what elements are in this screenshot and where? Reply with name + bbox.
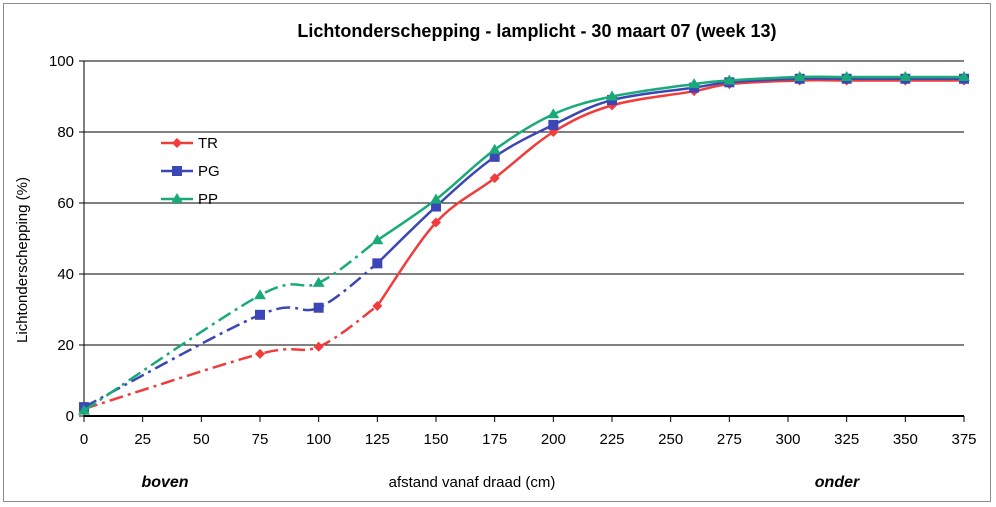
x-tick-label: 250 <box>658 431 683 448</box>
data-point-TR <box>313 341 324 352</box>
data-point-PP <box>488 143 501 154</box>
legend-marker <box>172 166 182 176</box>
series-line-dashed-PG <box>83 262 379 409</box>
legend-marker <box>171 193 183 203</box>
data-point-TR <box>489 173 500 184</box>
y-tick-label: 80 <box>57 124 74 141</box>
x-tick-label: 125 <box>365 431 390 448</box>
data-point-PP <box>371 234 384 245</box>
series-line-dashed-TR <box>83 304 379 411</box>
data-point-PP <box>899 70 912 81</box>
data-point-PP <box>430 193 442 204</box>
y-tick-label: 60 <box>57 195 74 212</box>
series-PP <box>78 70 970 415</box>
x-tick-label: 75 <box>252 431 269 448</box>
x-tick-label: 50 <box>193 431 210 448</box>
y-tick-label: 40 <box>57 266 74 283</box>
data-point-PG <box>489 151 500 162</box>
x-axis-label: afstand vanaf draad (cm) <box>389 474 556 491</box>
legend-label: PP <box>198 191 218 208</box>
y-axis-label: Lichtonderschepping (%) <box>14 177 31 343</box>
series-line-solid-TR <box>376 79 964 307</box>
data-point-PG <box>313 302 324 313</box>
series-group <box>78 70 970 415</box>
data-point-PP <box>723 74 736 85</box>
x-tick-labels: 0 25 50 75 100 125 150 175 200 225 250 275 300 325 350… <box>80 431 977 448</box>
y-tick-label: 0 <box>66 408 74 425</box>
grid-lines <box>84 60 964 346</box>
legend-item-PP: PP <box>161 191 218 208</box>
chart-frame <box>3 3 991 502</box>
y-tick-label: 20 <box>57 337 74 354</box>
data-point-PP <box>547 108 560 119</box>
series-line-solid-PP <box>376 75 964 242</box>
data-point-TR <box>431 217 441 228</box>
data-point-TR <box>372 300 383 311</box>
series-TR <box>79 75 969 414</box>
x-tick-label: 325 <box>834 431 859 448</box>
x-tick-label: 200 <box>541 431 566 448</box>
legend-item-TR: TR <box>161 135 218 152</box>
data-point-PP <box>78 404 90 415</box>
x-tick-label: 150 <box>423 431 448 448</box>
data-point-PP <box>254 289 266 300</box>
x-tick-label: 25 <box>134 431 151 448</box>
chart-title: Lichtonderschepping - lamplicht - 30 maa… <box>297 21 776 41</box>
legend-label: TR <box>198 135 218 152</box>
data-point-PP <box>840 70 853 81</box>
y-tick-label: 100 <box>49 53 74 70</box>
x-tick-label: 0 <box>80 431 88 448</box>
y-tick-labels: 0 20 40 60 80 100 <box>49 53 74 425</box>
series-PG <box>79 73 969 413</box>
x-tick-label: 175 <box>482 431 507 448</box>
series-line-solid-PG <box>376 77 964 265</box>
data-point-PP <box>793 70 806 81</box>
data-point-TR <box>255 348 265 359</box>
legend: TR PG PP <box>161 135 220 208</box>
legend-item-PG: PG <box>161 163 220 180</box>
data-point-PG <box>372 258 383 269</box>
annotation-onder: onder <box>815 474 860 491</box>
x-tick-label: 350 <box>893 431 918 448</box>
x-tick-label: 375 <box>951 431 976 448</box>
series-line-dashed-PP <box>83 239 379 412</box>
data-point-PG <box>548 119 559 130</box>
axes <box>79 60 965 422</box>
legend-label: PG <box>198 163 220 180</box>
data-point-PP <box>606 90 618 101</box>
data-point-PP <box>958 70 970 81</box>
data-point-PP <box>688 78 701 89</box>
x-tick-label: 100 <box>306 431 331 448</box>
x-tick-label: 300 <box>775 431 800 448</box>
x-tick-label: 225 <box>599 431 624 448</box>
data-point-PG <box>431 201 441 212</box>
data-point-PG <box>255 309 265 320</box>
annotation-boven: boven <box>141 474 188 491</box>
legend-marker <box>172 138 182 148</box>
x-tick-label: 275 <box>717 431 742 448</box>
data-point-PP <box>312 276 325 287</box>
